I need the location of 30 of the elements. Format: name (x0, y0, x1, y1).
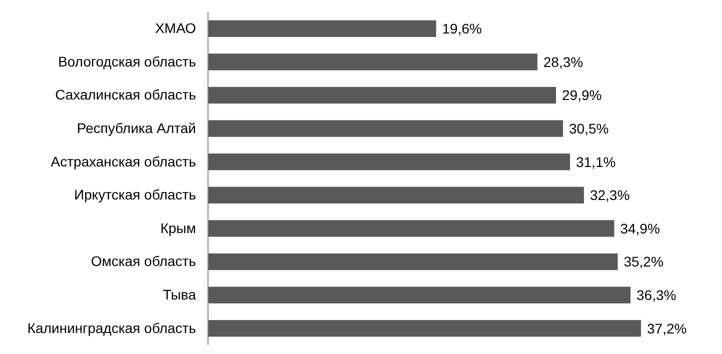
bar (208, 120, 564, 137)
data-label: 37,2% (647, 320, 687, 336)
data-label: 36,3% (636, 286, 676, 303)
y-tick-label: Вологодская область (58, 53, 196, 70)
y-tick-label: Республика Алтай (76, 120, 196, 136)
data-label: 31,1% (576, 154, 616, 170)
data-label: 28,3% (543, 54, 584, 70)
bar (208, 54, 538, 70)
bar (208, 253, 618, 270)
y-tick-label: Иркутская область (74, 186, 196, 203)
bar (208, 20, 436, 37)
bar (208, 86, 556, 104)
data-label: 32,3% (590, 187, 630, 204)
y-tick-label: Калининградская область (27, 320, 196, 336)
data-label: 29,9% (562, 87, 602, 104)
data-label: 35,2% (624, 254, 664, 270)
bar (208, 320, 641, 337)
data-label: 34,9% (620, 220, 660, 236)
data-label: 30,5% (569, 120, 609, 136)
bar (208, 286, 631, 304)
bar (208, 186, 584, 204)
bar (208, 154, 570, 170)
y-tick-label: Астраханская область (50, 153, 196, 170)
y-tick-label: Тыва (162, 286, 196, 303)
y-tick-label: Сахалинская область (55, 86, 196, 103)
bar (208, 220, 614, 237)
data-label: 19,6% (442, 20, 482, 37)
y-tick-label: Крым (160, 220, 196, 236)
y-tick-label: ХМАО (155, 20, 196, 36)
y-tick-label: Омская область (90, 253, 196, 270)
